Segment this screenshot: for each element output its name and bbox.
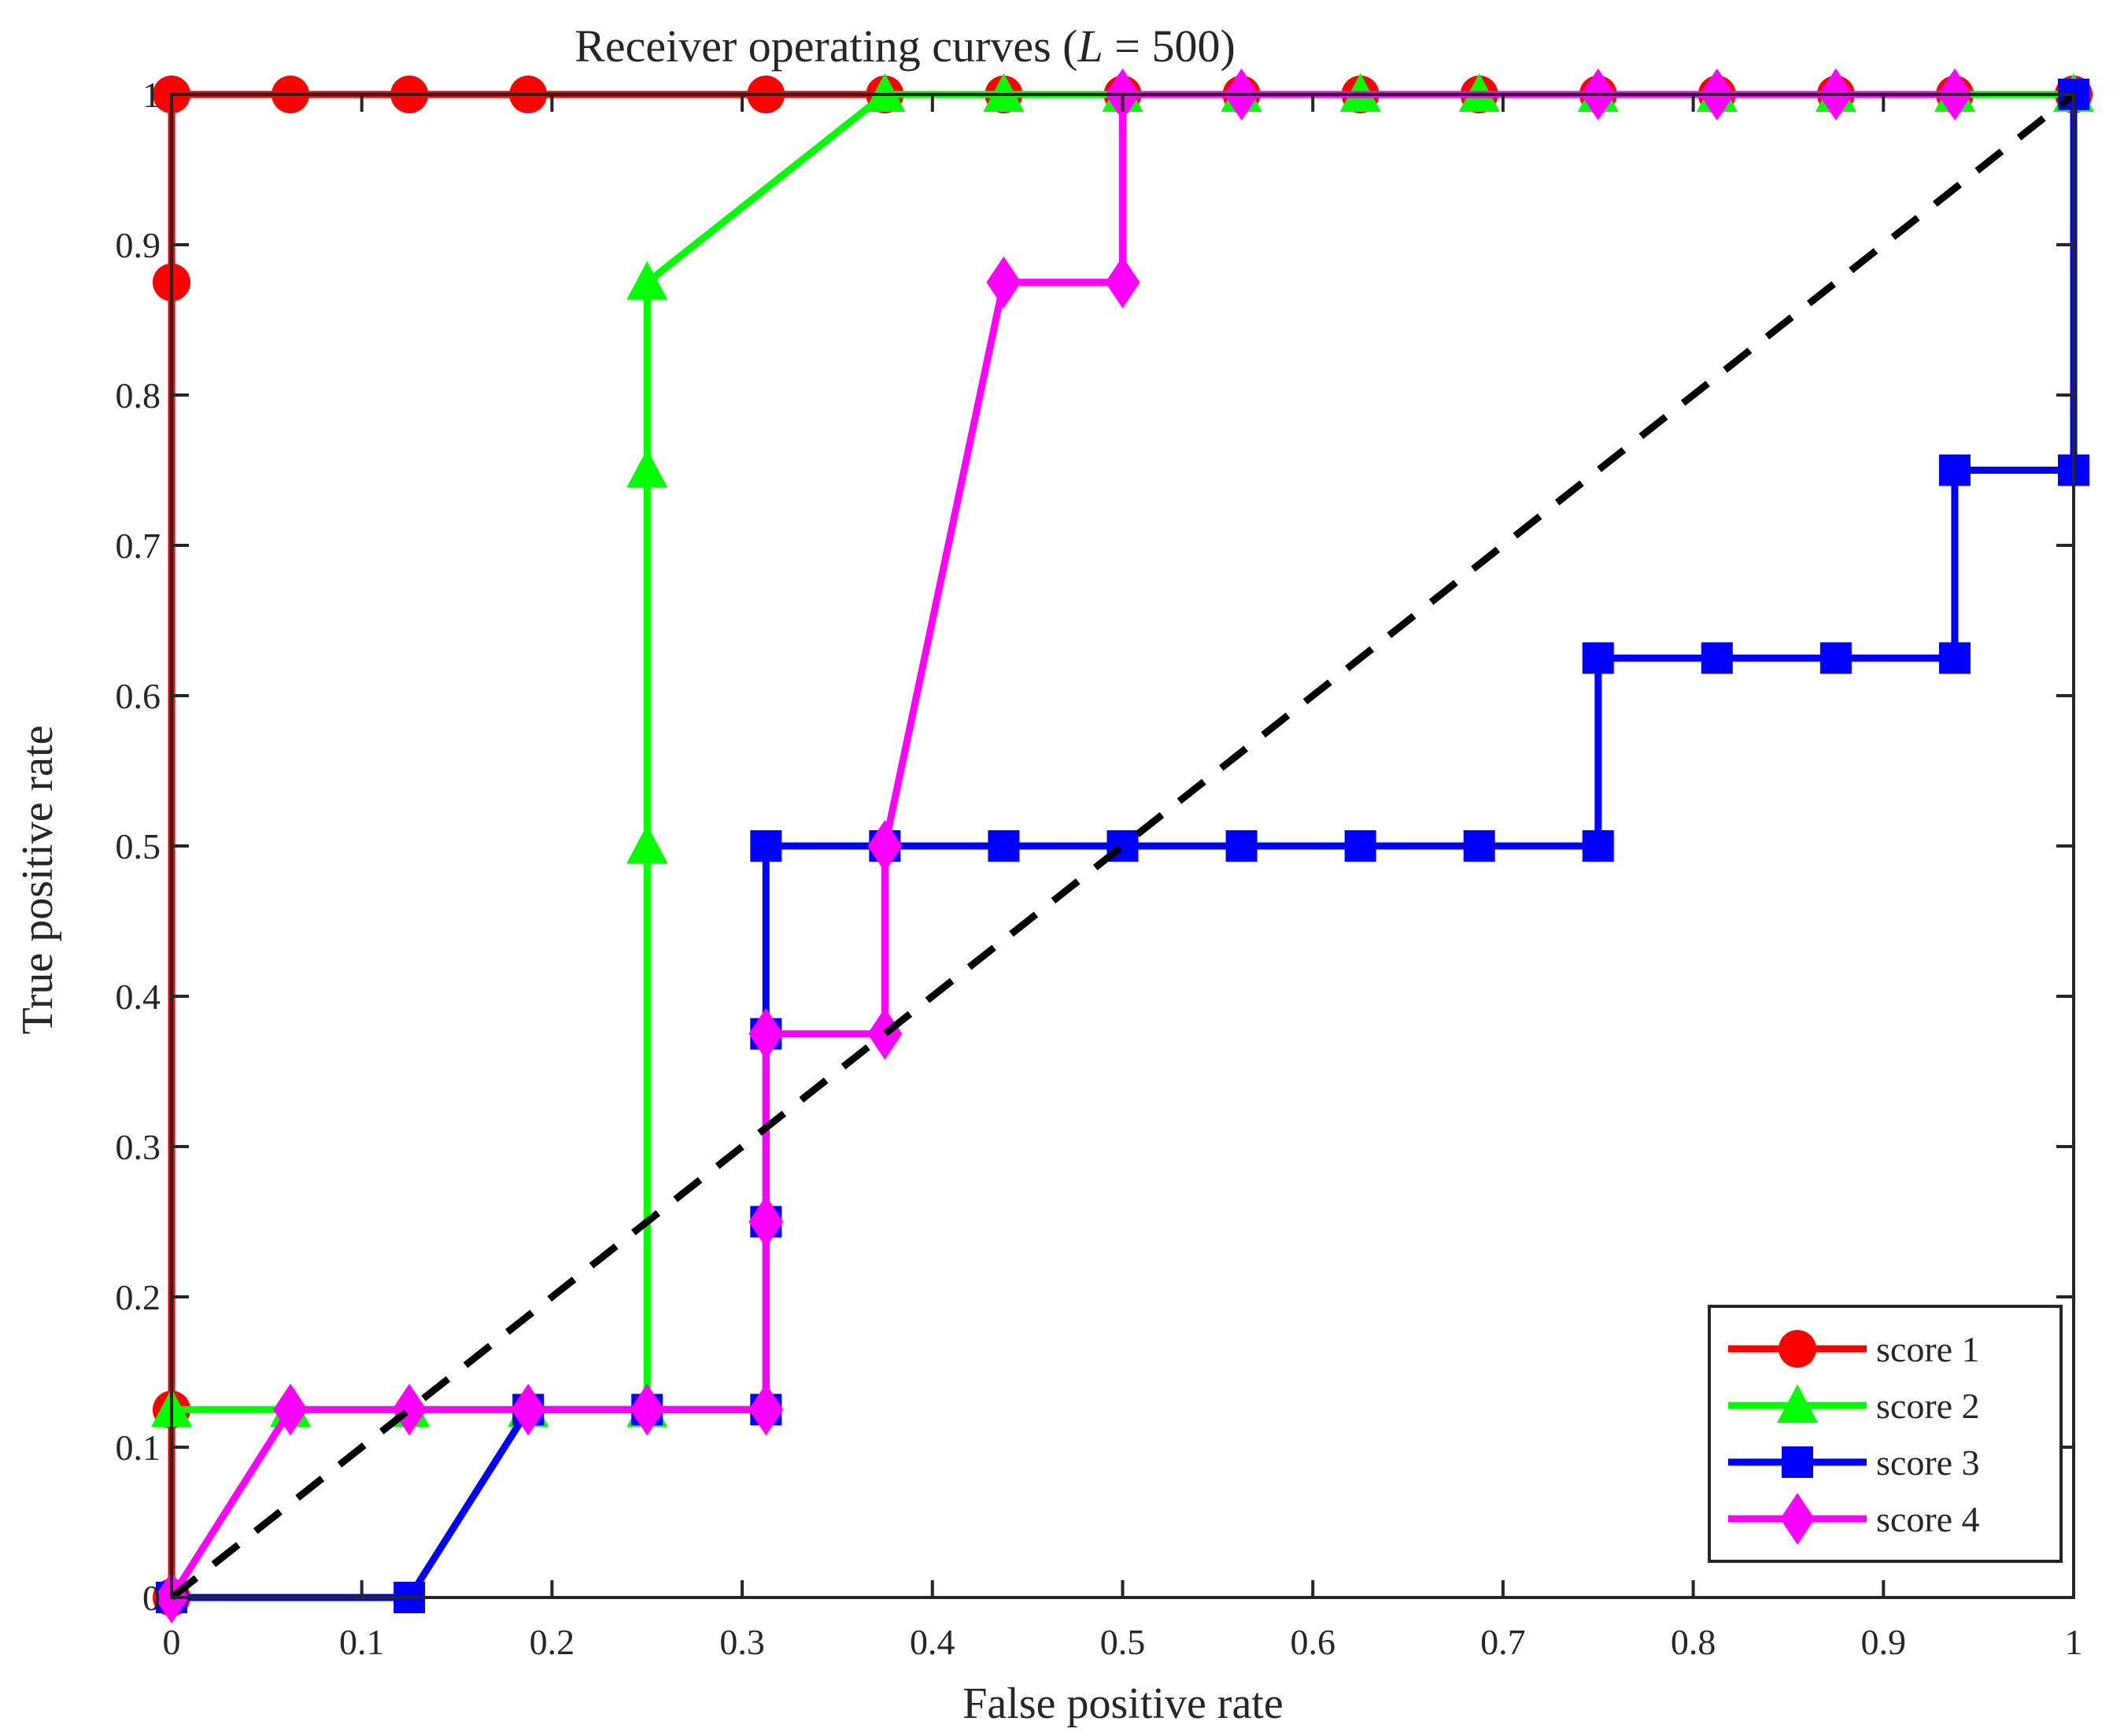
data-point-3-8 [750, 830, 782, 862]
y-tick-label-1: 0 [142, 1578, 161, 1618]
data-point-3-15 [1582, 830, 1614, 862]
y-tick-label-9: 0.8 [116, 375, 161, 416]
y-tick-label-6: 0.5 [116, 826, 161, 866]
data-point-2-7 [626, 449, 668, 488]
x-tick-label-5: 0.4 [910, 1622, 955, 1662]
y-tick-label-4: 0.3 [116, 1127, 161, 1167]
data-point-3-19 [1938, 642, 1971, 674]
legend-marker-4 [1780, 1493, 1815, 1545]
x-tick-label-9: 0.8 [1671, 1622, 1716, 1662]
legend-marker-2 [1777, 1384, 1818, 1423]
legend: score 1 score 2 score 3 score 4 [1708, 1305, 2063, 1563]
data-point-4-9 [867, 1007, 903, 1060]
data-point-4-10 [867, 820, 903, 872]
reference-diagonal [169, 91, 2076, 1601]
legend-entry-2: score 2 [1728, 1384, 1980, 1426]
legend-label-3: score 3 [1876, 1442, 1980, 1483]
legend-entry-3: score 3 [1728, 1442, 1980, 1483]
legend-label-2: score 2 [1876, 1386, 1980, 1426]
data-point-4-5 [630, 1383, 665, 1436]
data-point-4-8 [748, 1007, 784, 1060]
y-tick-label-2: 0.1 [116, 1428, 161, 1468]
chart-title: Receiver operating curves (L = 500) [574, 20, 1236, 72]
axes-layer: 0 0.1 0.2 0.3 0.4 0.5 0.6 0.7 0.8 0.9 1 0 0.1 0.2 0.3 0… [116, 75, 2083, 1662]
legend-label-1: score 1 [1876, 1329, 1980, 1369]
chart-title-main: Receiver operating curves ( [574, 20, 1077, 72]
x-tick-label-7: 0.6 [1290, 1622, 1335, 1662]
legend-marker-1 [1779, 1330, 1816, 1368]
legend-marker-3 [1782, 1446, 1813, 1478]
x-tick-label-10: 0.9 [1861, 1622, 1907, 1662]
data-point-4-11 [986, 256, 1021, 308]
data-point-2-6 [626, 825, 668, 863]
y-tick-label-7: 0.6 [116, 676, 161, 716]
x-tick-label-2: 0.1 [339, 1622, 385, 1662]
x-tick-label-4: 0.3 [719, 1622, 765, 1662]
legend-label-4: score 4 [1876, 1499, 1980, 1539]
data-point-2-8 [626, 260, 668, 300]
data-point-3-10 [988, 830, 1020, 862]
x-tick-label-6: 0.5 [1100, 1622, 1146, 1662]
y-tick-label-5: 0.4 [116, 977, 161, 1017]
y-tick-label-8: 0.7 [116, 526, 161, 566]
data-point-4-4 [511, 1383, 546, 1436]
data-point-3-12 [1225, 830, 1258, 862]
data-point-3-20 [1938, 454, 1971, 486]
x-axis-label: False positive rate [962, 1679, 1283, 1728]
data-point-2-9 [864, 73, 906, 112]
y-axis-label: True positive rate [13, 726, 62, 1035]
data-point-4-3 [392, 1383, 427, 1436]
data-point-4-7 [748, 1195, 784, 1248]
x-tick-label-3: 0.2 [530, 1622, 575, 1662]
data-point-3-16 [1582, 642, 1614, 674]
data-point-2-10 [983, 73, 1025, 112]
y-tick-label-11: 1 [142, 75, 161, 115]
data-point-4-12 [1105, 256, 1140, 308]
data-point-3-14 [1463, 830, 1495, 862]
data-point-4-6 [748, 1383, 784, 1436]
y-tick-label-3: 0.2 [116, 1277, 161, 1317]
data-point-3-13 [1344, 830, 1376, 862]
x-tick-label-11: 1 [2065, 1622, 2083, 1662]
legend-entry-4: score 4 [1728, 1493, 1980, 1545]
x-tick-label-1: 0 [163, 1622, 181, 1662]
data-point-3-18 [1819, 642, 1852, 674]
y-tick-label-10: 0.9 [116, 225, 161, 265]
chart-title-math: L [1077, 20, 1103, 72]
data-point-4-2 [273, 1383, 308, 1436]
x-tick-label-8: 0.7 [1480, 1622, 1526, 1662]
legend-entry-1: score 1 [1728, 1329, 1980, 1369]
data-point-3-17 [1701, 642, 1733, 674]
chart-title-tail: = 500) [1103, 20, 1236, 72]
